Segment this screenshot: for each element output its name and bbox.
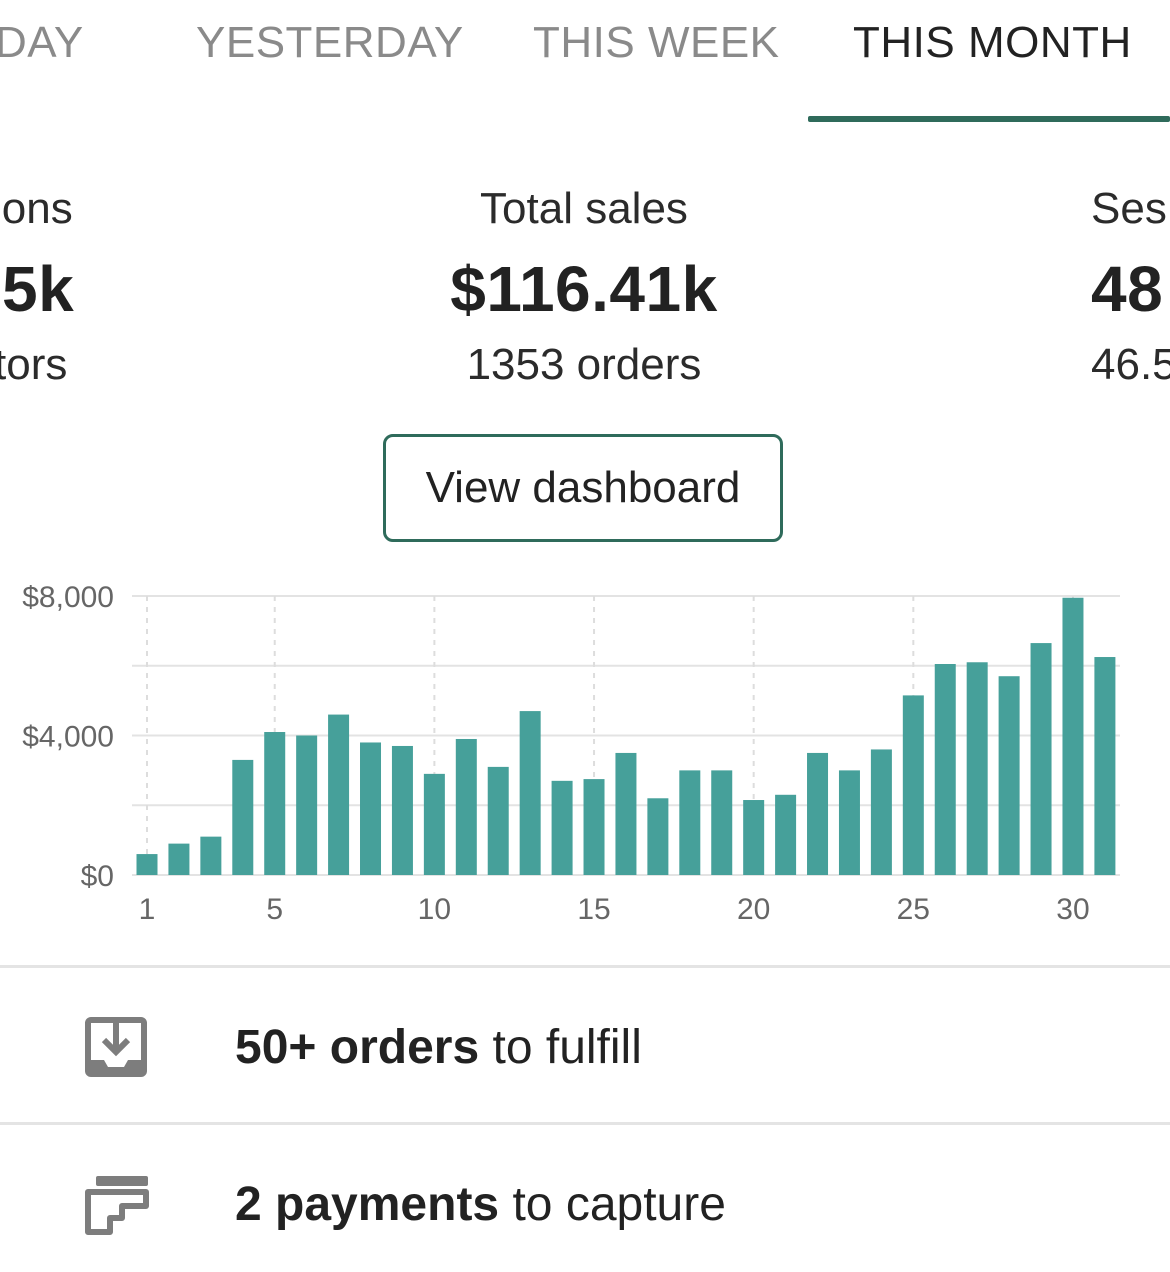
bar [168,843,190,875]
metric-sub: tors [0,340,68,389]
y-tick-label: $4,000 [22,721,114,754]
payments-suffix: to capture [499,1178,726,1231]
y-tick-label: $0 [81,860,114,893]
x-tick-label: 15 [577,893,610,926]
bar [1030,643,1052,875]
tab-this-month[interactable]: THIS MONTH [853,18,1132,67]
view-dashboard-button[interactable]: View dashboard [383,434,783,542]
bar [807,752,829,875]
x-tick-label: 10 [418,893,451,926]
inbox-download-icon [85,1017,147,1077]
bar [647,798,669,875]
tab-yesterday[interactable]: YESTERDAY [196,18,464,67]
orders-suffix: to fulfill [479,1021,642,1074]
bar [902,695,924,875]
tab-this-week[interactable]: THIS WEEK [533,18,780,67]
x-tick-label: 25 [897,893,930,926]
card-capture-icon [85,1176,149,1235]
payments-count: 2 payments [235,1178,500,1231]
bar [519,711,541,875]
bar [1094,657,1116,875]
metric-value: 5k [2,253,75,325]
metric-sub: 46.5 [1091,340,1170,389]
bar [775,794,797,875]
bar [679,770,701,875]
total-sales-label: Total sales [480,184,688,233]
bar [838,770,860,875]
bar [232,759,254,875]
active-tab-indicator [808,116,1170,122]
metric-label: ions [0,184,73,233]
bar [487,766,509,875]
orders-count: 50+ orders [235,1021,480,1074]
x-tick-label: 5 [266,893,283,926]
x-tick-label: 1 [139,893,156,926]
x-tick-label: 30 [1056,893,1089,926]
bar [296,735,318,875]
total-sales-orders: 1353 orders [466,340,702,389]
payments-to-capture-text: 2 payments to capture [235,1177,726,1232]
bar [998,676,1020,875]
bar [551,780,573,875]
x-tick-label: 20 [737,893,770,926]
tab-today[interactable]: DAY [0,18,84,67]
bar [328,714,350,875]
divider [0,1122,1170,1125]
bar [743,800,765,875]
bar [264,732,286,875]
bar [360,742,382,875]
bar [1062,597,1084,875]
bar [455,738,477,875]
bar [870,749,892,875]
y-tick-label: $8,000 [22,581,114,614]
bar [423,773,445,875]
bar [934,664,956,875]
orders-to-fulfill-text: 50+ orders to fulfill [235,1020,642,1075]
bar [615,752,637,875]
metric-value: 48 [1091,253,1164,325]
bar [200,836,222,875]
bar [711,770,733,875]
divider [0,965,1170,968]
metric-label: Ses [1091,184,1167,233]
bar [391,745,413,875]
bar [966,662,988,875]
bar [136,854,158,875]
total-sales-value: $116.41k [450,253,718,325]
bar [583,779,605,875]
